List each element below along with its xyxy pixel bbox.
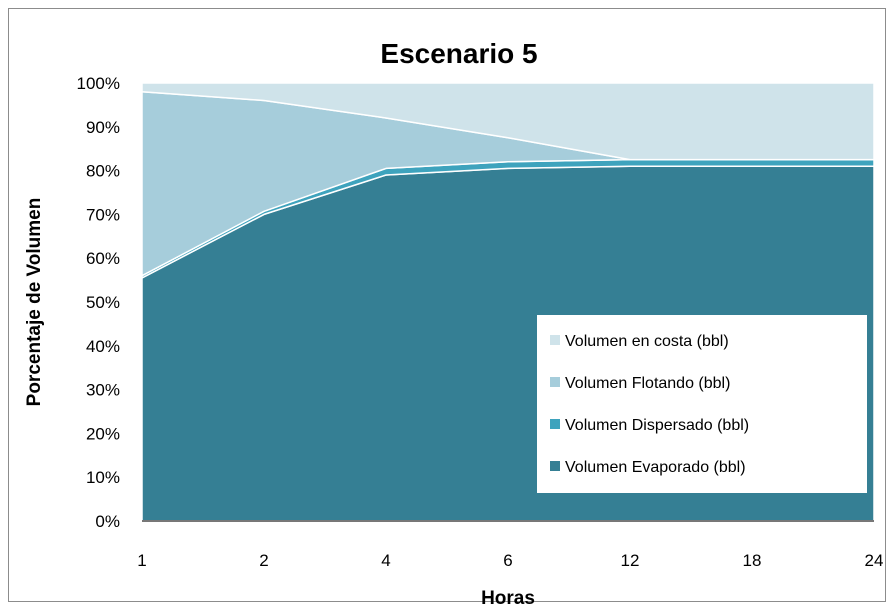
y-tick-label: 10% xyxy=(86,468,120,487)
y-axis-ticks: 0% 10% 20% 30% 40% 50% 60% 70% 80% 90% 100% xyxy=(77,74,120,531)
area-volumen-en-costa xyxy=(141,82,875,161)
x-axis-title: Horas xyxy=(481,588,535,609)
x-tick-label: 24 xyxy=(865,551,884,570)
y-tick-label: 60% xyxy=(86,249,120,268)
x-tick-label: 1 xyxy=(137,551,146,570)
y-tick-label: 50% xyxy=(86,293,120,312)
x-tick-label: 12 xyxy=(621,551,640,570)
legend-swatch-volumen-dispersado xyxy=(550,419,560,429)
y-tick-label: 30% xyxy=(86,381,120,400)
y-tick-label: 100% xyxy=(77,74,120,93)
x-axis-ticks: 1 2 4 6 12 18 24 xyxy=(137,551,883,570)
legend-swatch-volumen-evaporado xyxy=(550,461,560,471)
x-tick-label: 4 xyxy=(381,551,390,570)
y-axis-title: Porcentaje de Volumen xyxy=(24,198,45,407)
y-tick-label: 80% xyxy=(86,162,120,181)
y-tick-label: 40% xyxy=(86,337,120,356)
legend: Volumen en costa (bbl) Volumen Flotando (… xyxy=(537,315,867,493)
legend-swatch-volumen-flotando xyxy=(550,377,560,387)
y-tick-label: 20% xyxy=(86,424,120,443)
legend-label-volumen-flotando: Volumen Flotando (bbl) xyxy=(565,375,730,392)
legend-label-volumen-dispersado: Volumen Dispersado (bbl) xyxy=(565,417,749,434)
chart-title: Escenario 5 xyxy=(380,38,537,69)
legend-swatch-volumen-en-costa xyxy=(550,335,560,345)
legend-label-volumen-en-costa: Volumen en costa (bbl) xyxy=(565,333,729,350)
x-tick-label: 18 xyxy=(743,551,762,570)
y-tick-label: 90% xyxy=(86,118,120,137)
legend-box xyxy=(537,315,867,493)
legend-label-volumen-evaporado: Volumen Evaporado (bbl) xyxy=(565,459,746,476)
y-tick-label: 0% xyxy=(95,512,120,531)
x-tick-label: 6 xyxy=(503,551,512,570)
x-tick-label: 2 xyxy=(259,551,268,570)
y-tick-label: 70% xyxy=(86,205,120,224)
